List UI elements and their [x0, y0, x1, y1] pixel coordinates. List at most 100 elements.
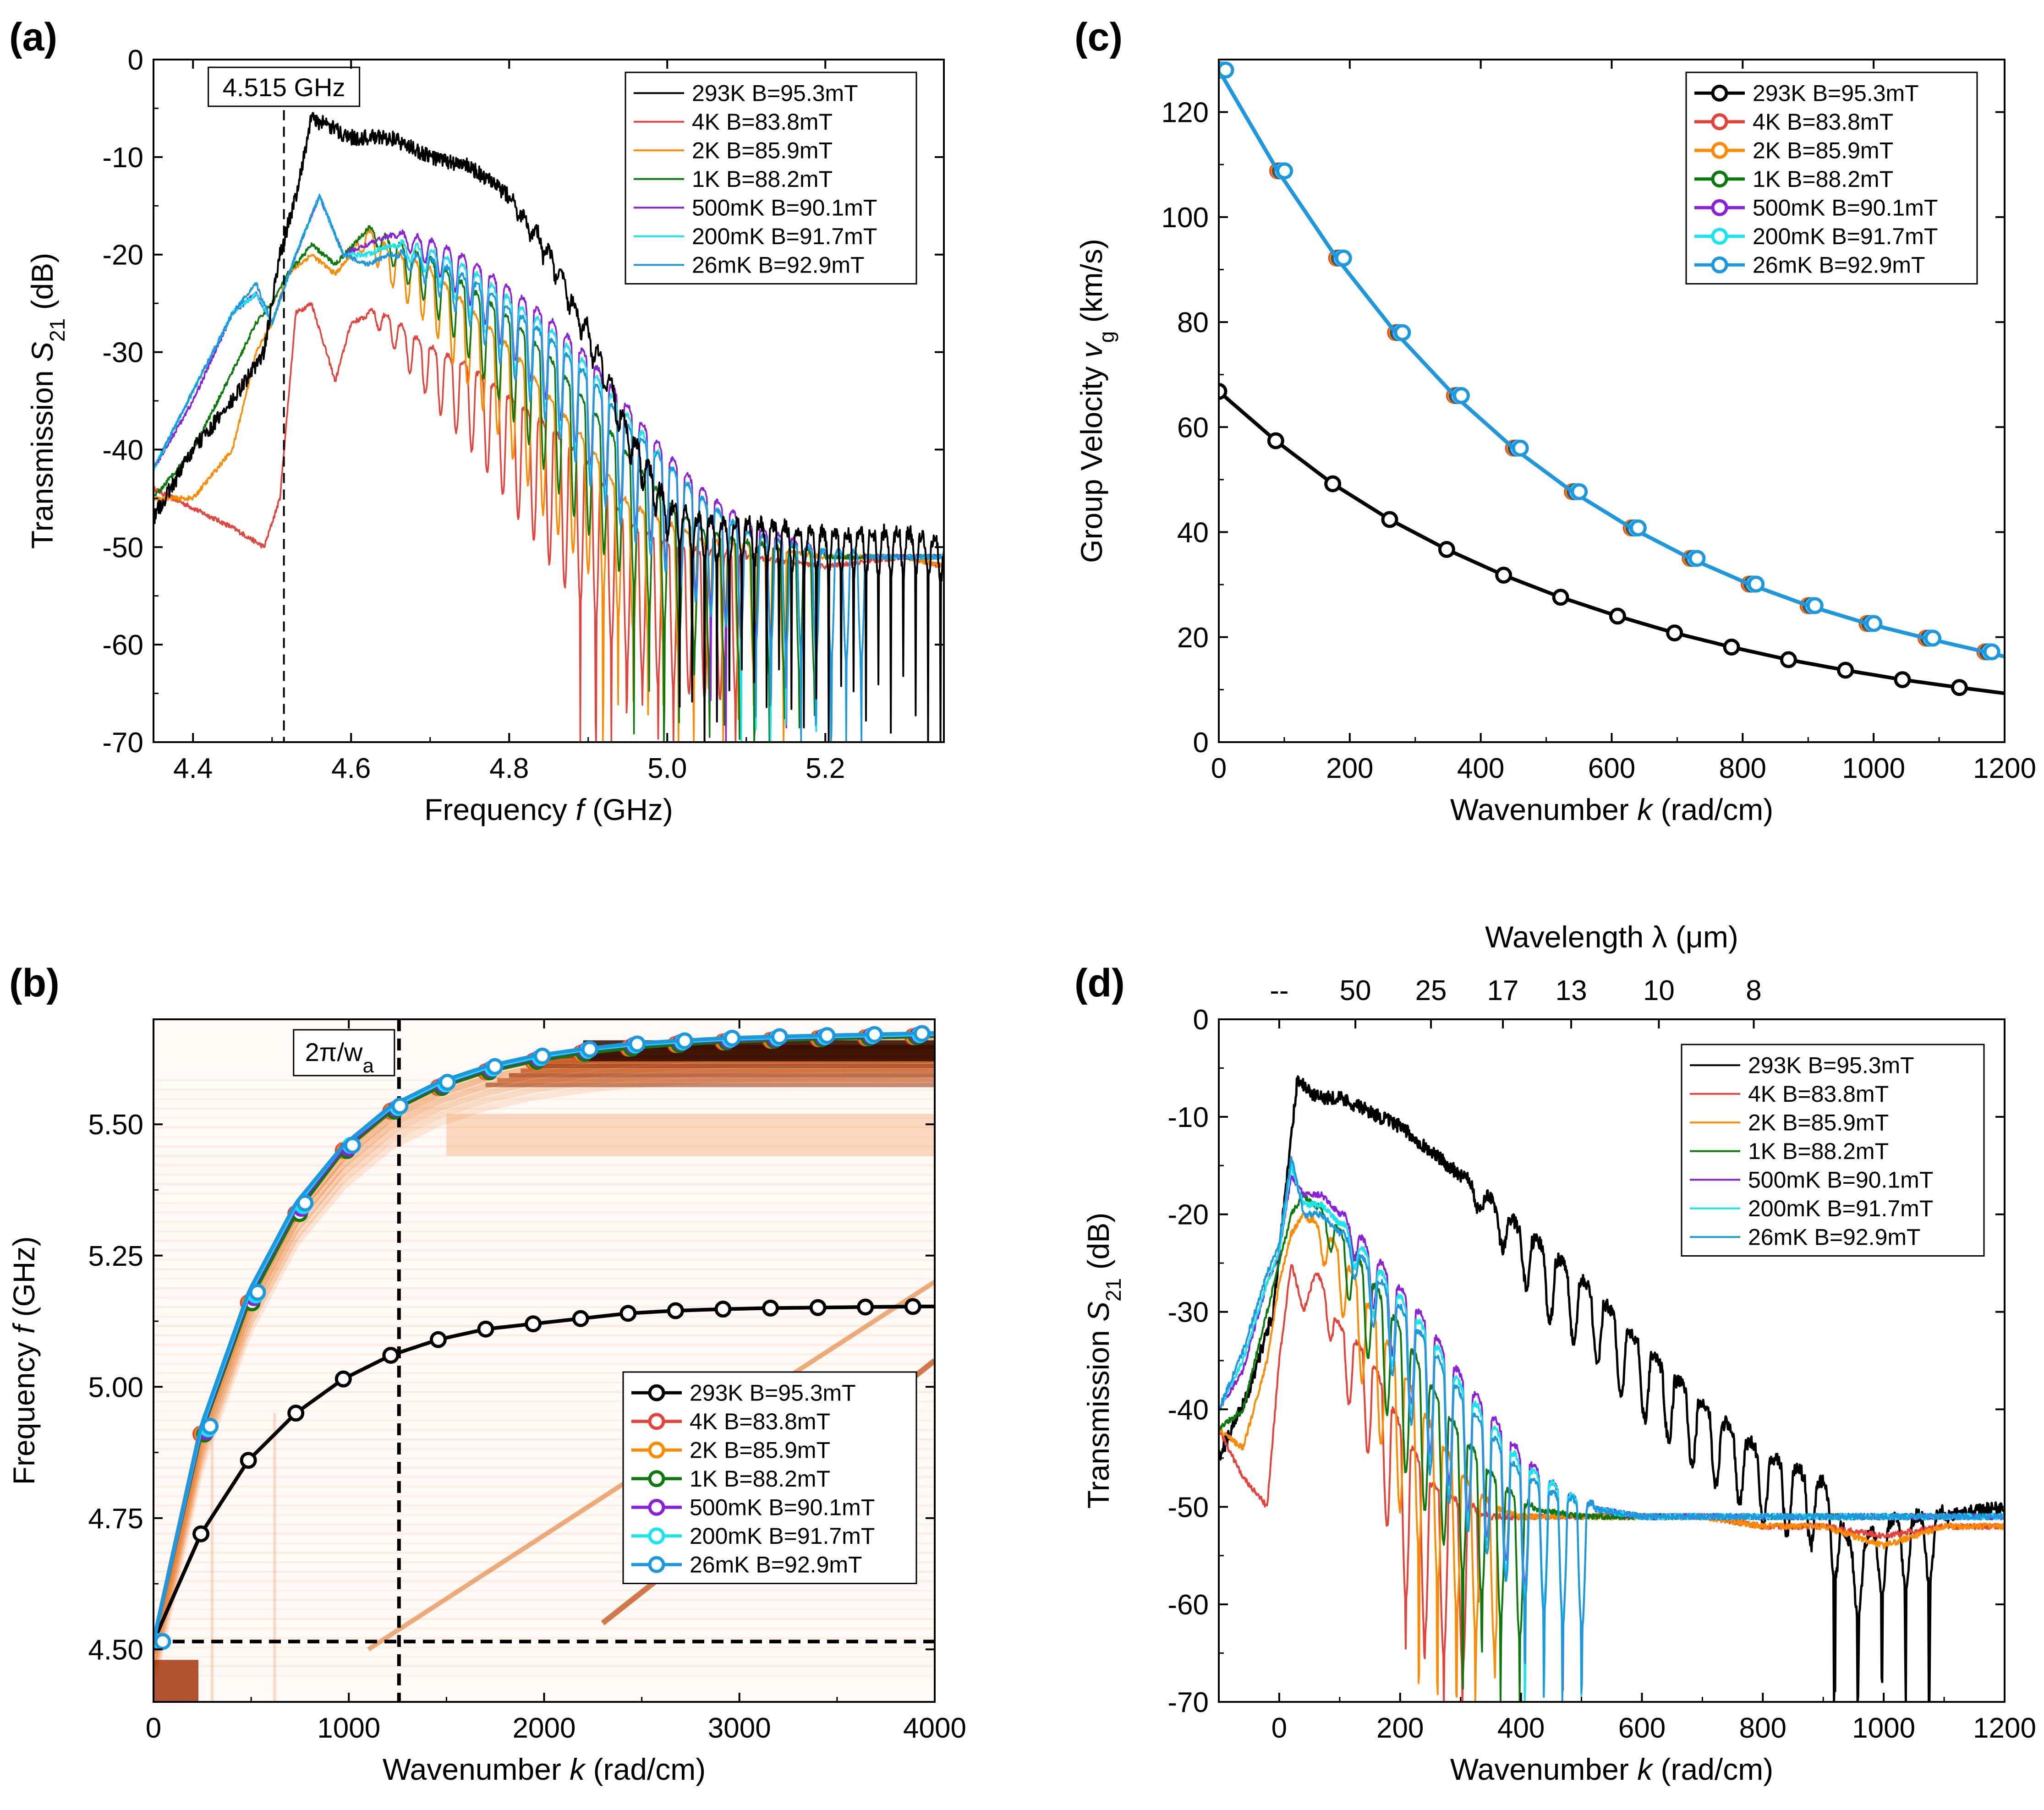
legend-entry: 293K B=95.3mT [692, 80, 858, 106]
y-tick-label: 100 [1162, 202, 1209, 234]
legend-entry: 200mK B=91.7mT [1753, 224, 1938, 249]
data-point [1951, 679, 1968, 696]
top-x-tick-label: 50 [1340, 975, 1371, 1006]
y-tick-label: -20 [1167, 1199, 1209, 1231]
data-point [1512, 439, 1529, 457]
y-tick-label: -40 [102, 434, 143, 466]
y-tick-label: 40 [1177, 517, 1209, 549]
legend-marker [1711, 113, 1728, 131]
legend-marker [1711, 170, 1728, 188]
x-tick-label: 200 [1326, 753, 1373, 784]
data-point [1453, 387, 1470, 405]
y-axis-title: Group Velocity vg (km/s) [1074, 239, 1118, 563]
panel-d: -- 50 25 17 13 10 8 Wavelength λ (μm) 0 200 400 600… [1074, 920, 2036, 1786]
legend-marker [1711, 228, 1728, 245]
data-point [344, 1137, 361, 1154]
legend-entry: 1K B=88.2mT [1748, 1138, 1889, 1164]
panel-b: 2π/wa0 1000 2000 3000 40004.504.755.005.255.… [7, 961, 966, 1786]
x-axis-title: Frequency f (GHz) [424, 793, 673, 826]
y-tick-label: 5.25 [88, 1241, 143, 1272]
x-axis-title: Wavenumber k (rad/cm) [1450, 1752, 1773, 1786]
x-tick-label: 800 [1719, 753, 1766, 784]
data-point [913, 1025, 931, 1042]
x-tick-label: 1000 [1842, 753, 1905, 784]
legend-entry: 1K B=88.2mT [690, 1466, 830, 1492]
data-point [667, 1302, 684, 1319]
y-tick-label: 80 [1177, 307, 1209, 339]
data-point [534, 1047, 551, 1065]
top-x-tick-label: 25 [1415, 975, 1447, 1006]
data-point [1381, 511, 1398, 528]
series-line [153, 1304, 935, 1642]
data-point [1837, 662, 1854, 679]
data-point [192, 1525, 210, 1542]
data-point [1666, 624, 1683, 642]
x-axis-title: Wavenumber k (rad/cm) [383, 1752, 706, 1786]
legend-entry: 1K B=88.2mT [692, 166, 833, 192]
legend-entry: 500mK B=90.1mT [1753, 195, 1938, 220]
legend-entry: 4K B=83.8mT [1748, 1081, 1889, 1107]
x-tick-label: 600 [1588, 753, 1635, 784]
legend-entry: 500mK B=90.1mT [692, 195, 877, 220]
data-point [1865, 615, 1883, 632]
top-x-tick-label: 13 [1556, 975, 1587, 1006]
data-point [1495, 567, 1512, 584]
legend-entry: 26mK B=92.9mT [692, 252, 865, 278]
legend-entry: 2K B=85.9mT [690, 1437, 830, 1463]
series-line [1219, 390, 2005, 695]
legend-marker [1711, 199, 1728, 216]
legend-marker [1711, 84, 1728, 102]
top-x-tick-label: 10 [1643, 975, 1675, 1006]
legend-entry: 500mK B=90.1mT [1748, 1167, 1933, 1192]
x-tick-label: 3000 [708, 1712, 771, 1744]
x-tick-label: 1200 [1973, 1712, 2036, 1744]
series-line [153, 229, 944, 742]
panel-label: (b) [9, 961, 60, 1005]
x-tick-label: 4000 [903, 1712, 966, 1744]
data-point [771, 1028, 789, 1045]
data-point [904, 1298, 921, 1315]
y-tick-label: 0 [128, 44, 143, 76]
panel-a: 4.515 GHz 4.4 4.6 4.8 5.0 5.2 0 -10 -20 -30 -40 -50… [9, 15, 945, 826]
data-point [676, 1032, 693, 1050]
data-point [572, 1310, 589, 1327]
legend-marker [648, 1413, 665, 1430]
legend-marker [648, 1441, 665, 1459]
data-point [1983, 643, 2000, 661]
legend-entry: 293K B=95.3mT [1753, 80, 1919, 106]
x-tick-label: 1200 [1973, 753, 2036, 784]
data-point [1438, 541, 1455, 558]
x-tick-label: 5.2 [806, 753, 845, 784]
panel-label: (d) [1074, 961, 1125, 1005]
data-point [382, 1347, 400, 1364]
legend-marker [648, 1527, 665, 1545]
annotation-label: 4.515 GHz [223, 73, 345, 102]
data-point [438, 1074, 456, 1091]
legend-marker [648, 1556, 665, 1573]
y-tick-label: 5.50 [88, 1109, 143, 1141]
x-tick-label: 0 [1211, 753, 1227, 784]
data-point [1219, 61, 1234, 79]
legend-entry: 2K B=85.9mT [1753, 137, 1893, 163]
legend-entry: 4K B=83.8mT [692, 109, 833, 135]
heatmap [153, 1019, 935, 1702]
data-point [1276, 162, 1293, 180]
annotation-subscript: a [362, 1054, 374, 1077]
annotation-box [208, 66, 361, 107]
x-tick-label: 600 [1618, 1712, 1666, 1744]
data-point [249, 1284, 266, 1301]
heatmap-mid-band [446, 1114, 935, 1156]
x-tick-label: 4.8 [489, 753, 529, 784]
y-tick-label: 5.00 [88, 1372, 143, 1403]
top-x-tick-label: 8 [1746, 975, 1761, 1006]
data-point [486, 1058, 504, 1075]
data-point [723, 1029, 741, 1047]
x-tick-label: 2000 [513, 1712, 576, 1744]
y-axis-title: Frequency f (GHz) [7, 1236, 41, 1485]
data-point [1924, 629, 1941, 647]
data-point [581, 1040, 598, 1058]
x-tick-label: 0 [146, 1712, 161, 1744]
panel-label: (c) [1074, 15, 1123, 59]
data-point [629, 1035, 646, 1053]
data-point [240, 1452, 257, 1469]
